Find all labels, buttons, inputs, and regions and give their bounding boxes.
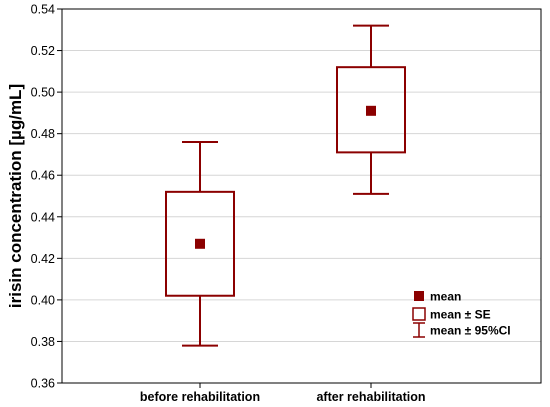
chart-marks bbox=[165, 24, 406, 347]
y-tick-label: 0.52 bbox=[31, 44, 55, 58]
x-tick-label: after rehabilitation bbox=[316, 390, 425, 404]
legend-se-swatch bbox=[412, 307, 426, 321]
y-axis-label: irisin concentration [µg/mL] bbox=[6, 84, 25, 308]
legend-item: mean ± 95%CI bbox=[413, 322, 511, 338]
y-tick-label: 0.48 bbox=[31, 127, 55, 141]
legend: mean mean ± SE mean ± 95%CI bbox=[412, 290, 511, 338]
y-tick-label: 0.46 bbox=[31, 169, 55, 183]
y-tick-label: 0.36 bbox=[31, 377, 55, 391]
grid-lines bbox=[62, 50, 541, 342]
y-tick-label: 0.44 bbox=[31, 210, 55, 224]
se-box bbox=[336, 66, 406, 154]
x-tick-label: before rehabilitation bbox=[140, 390, 260, 404]
se-box bbox=[165, 190, 235, 297]
legend-mean-swatch bbox=[414, 291, 424, 301]
mean-marker bbox=[195, 238, 205, 249]
box-group bbox=[336, 24, 406, 195]
x-axis: before rehabilitation after rehabilitatio… bbox=[140, 383, 426, 404]
y-tick-label: 0.50 bbox=[31, 86, 55, 100]
legend-item: mean ± SE bbox=[412, 307, 491, 322]
y-tick-label: 0.38 bbox=[31, 335, 55, 349]
y-tick-label: 0.42 bbox=[31, 252, 55, 266]
y-axis: 0.36 0.38 0.40 0.42 0.44 0.46 0.48 0.50 0.52 0.54 bbox=[31, 3, 62, 391]
y-tick-label: 0.40 bbox=[31, 293, 55, 307]
legend-item: mean bbox=[414, 290, 461, 304]
legend-label: mean ± SE bbox=[430, 308, 491, 322]
y-tick-label: 0.54 bbox=[31, 3, 55, 17]
plot-area bbox=[61, 8, 542, 384]
legend-label: mean bbox=[430, 290, 461, 304]
box-group bbox=[165, 140, 235, 347]
legend-label: mean ± 95%CI bbox=[430, 324, 511, 338]
mean-marker bbox=[366, 105, 376, 116]
